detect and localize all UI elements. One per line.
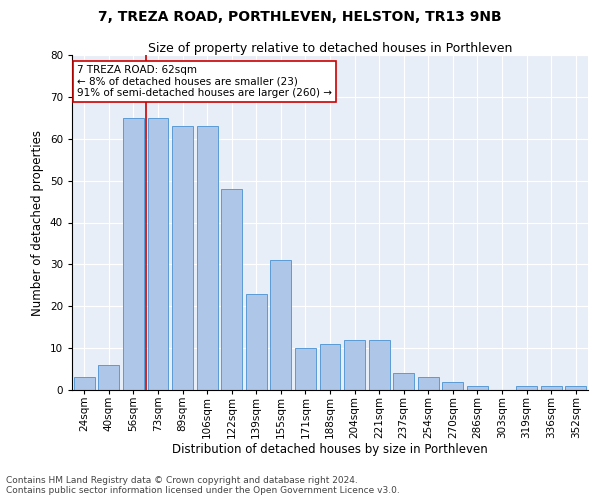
- Bar: [98, 365, 119, 390]
- Bar: [442, 382, 463, 390]
- Y-axis label: Number of detached properties: Number of detached properties: [31, 130, 44, 316]
- Bar: [148, 118, 169, 390]
- Bar: [246, 294, 267, 390]
- Text: 7, TREZA ROAD, PORTHLEVEN, HELSTON, TR13 9NB: 7, TREZA ROAD, PORTHLEVEN, HELSTON, TR13…: [98, 10, 502, 24]
- Bar: [221, 189, 242, 390]
- Bar: [368, 340, 389, 390]
- Bar: [344, 340, 365, 390]
- Text: Contains HM Land Registry data © Crown copyright and database right 2024.
Contai: Contains HM Land Registry data © Crown c…: [6, 476, 400, 495]
- Bar: [320, 344, 340, 390]
- Bar: [565, 386, 586, 390]
- Bar: [172, 126, 193, 390]
- Text: 7 TREZA ROAD: 62sqm
← 8% of detached houses are smaller (23)
91% of semi-detache: 7 TREZA ROAD: 62sqm ← 8% of detached hou…: [77, 65, 332, 98]
- Bar: [418, 378, 439, 390]
- Bar: [541, 386, 562, 390]
- Bar: [393, 373, 414, 390]
- Bar: [123, 118, 144, 390]
- Bar: [295, 348, 316, 390]
- Bar: [516, 386, 537, 390]
- Bar: [271, 260, 292, 390]
- Bar: [74, 378, 95, 390]
- Bar: [197, 126, 218, 390]
- Bar: [467, 386, 488, 390]
- X-axis label: Distribution of detached houses by size in Porthleven: Distribution of detached houses by size …: [172, 443, 488, 456]
- Title: Size of property relative to detached houses in Porthleven: Size of property relative to detached ho…: [148, 42, 512, 55]
